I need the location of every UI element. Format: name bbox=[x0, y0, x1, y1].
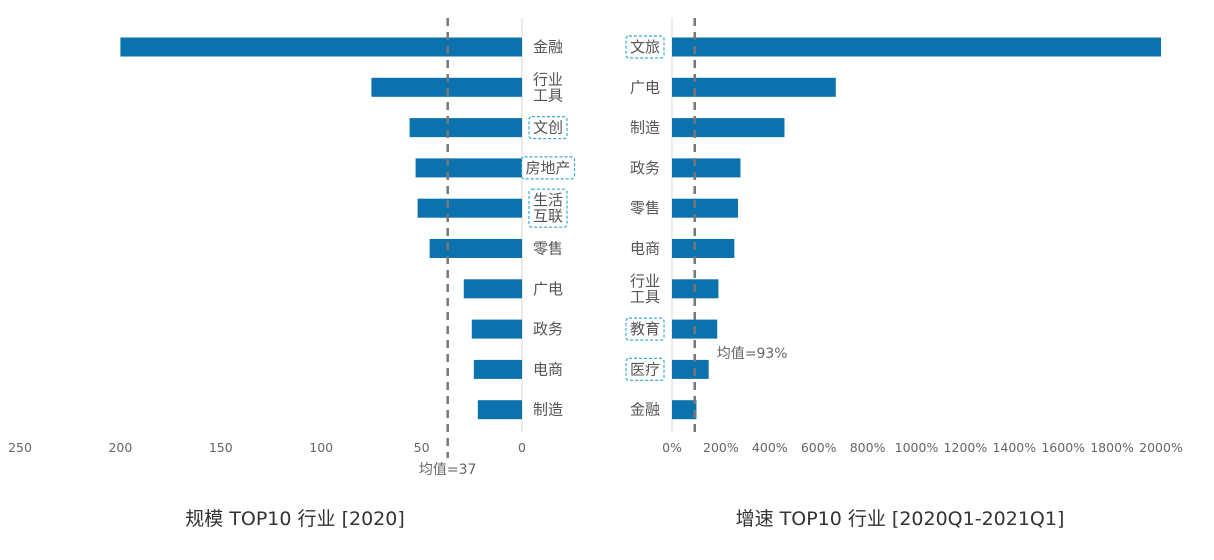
bar bbox=[429, 239, 522, 258]
left-chart-title: 规模 TOP10 行业 [2020] bbox=[185, 508, 405, 530]
category-label: 文旅 bbox=[630, 38, 660, 56]
category-label-line: 医疗 bbox=[630, 360, 660, 378]
bar bbox=[672, 400, 697, 420]
highlight-box bbox=[528, 188, 568, 228]
bar bbox=[672, 239, 735, 258]
highlight-box bbox=[520, 156, 576, 180]
x-tick-label: 0 bbox=[518, 440, 526, 455]
category-label-line: 广电 bbox=[533, 280, 563, 298]
x-tick-label: 200 bbox=[108, 440, 132, 455]
bar bbox=[417, 198, 522, 218]
category-label-line: 广电 bbox=[630, 78, 660, 96]
category-label: 文创 bbox=[533, 119, 563, 137]
category-label: 广电 bbox=[533, 280, 563, 298]
category-label-line: 行业 bbox=[533, 70, 563, 88]
right-chart-title: 增速 TOP10 行业 [2020Q1-2021Q1] bbox=[736, 508, 1065, 530]
bar bbox=[672, 359, 709, 379]
highlight-box bbox=[528, 115, 568, 140]
category-label: 电商 bbox=[533, 360, 563, 378]
category-label-line: 电商 bbox=[630, 240, 660, 258]
x-tick-label: 600% bbox=[801, 440, 837, 455]
category-label-line: 互联 bbox=[533, 207, 563, 225]
x-tick-label: 50 bbox=[414, 440, 430, 455]
x-tick-label: 2000% bbox=[1139, 440, 1183, 455]
bar bbox=[672, 118, 785, 138]
category-label-line: 政务 bbox=[533, 320, 563, 338]
category-label: 金融 bbox=[630, 401, 660, 419]
category-label-line: 金融 bbox=[630, 401, 660, 419]
category-label-line: 文创 bbox=[533, 119, 563, 137]
category-label-line: 工具 bbox=[630, 288, 660, 306]
x-tick-label: 800% bbox=[850, 440, 886, 455]
category-label-line: 金融 bbox=[533, 38, 563, 56]
category-label-line: 行业 bbox=[630, 272, 660, 290]
x-tick-label: 0% bbox=[662, 440, 682, 455]
category-label: 零售 bbox=[630, 199, 660, 217]
bar bbox=[477, 400, 522, 420]
x-tick-label: 1600% bbox=[1041, 440, 1085, 455]
highlight-box bbox=[625, 317, 665, 341]
category-label-line: 政务 bbox=[630, 159, 660, 177]
category-label: 房地产 bbox=[525, 159, 570, 177]
category-label-line: 制造 bbox=[630, 119, 660, 137]
bar bbox=[473, 359, 522, 379]
bar bbox=[672, 37, 1161, 57]
category-label: 医疗 bbox=[630, 360, 660, 378]
bar bbox=[672, 158, 741, 178]
x-tick-label: 400% bbox=[752, 440, 788, 455]
bar bbox=[672, 198, 739, 218]
x-tick-label: 1200% bbox=[944, 440, 988, 455]
x-tick-label: 1400% bbox=[992, 440, 1036, 455]
category-label: 零售 bbox=[533, 240, 563, 258]
category-label: 金融 bbox=[533, 38, 563, 56]
category-label: 广电 bbox=[630, 78, 660, 96]
x-tick-label: 200% bbox=[703, 440, 739, 455]
category-label: 教育 bbox=[630, 320, 660, 338]
bar bbox=[415, 158, 522, 178]
highlight-box bbox=[625, 357, 665, 381]
category-label-line: 电商 bbox=[533, 360, 563, 378]
mean-label: 均值=37 bbox=[419, 462, 477, 478]
category-label-line: 生活 bbox=[533, 191, 563, 209]
category-label-line: 零售 bbox=[630, 199, 660, 217]
x-tick-label: 1000% bbox=[895, 440, 939, 455]
category-label: 政务 bbox=[533, 320, 563, 338]
bar bbox=[471, 319, 522, 339]
bar bbox=[120, 37, 523, 57]
category-label: 制造 bbox=[630, 119, 660, 137]
category-label-line: 文旅 bbox=[630, 38, 660, 56]
category-label-line: 房地产 bbox=[525, 159, 570, 177]
category-label-line: 制造 bbox=[533, 401, 563, 419]
x-tick-label: 100 bbox=[309, 440, 333, 455]
category-label-line: 工具 bbox=[533, 86, 563, 104]
bar bbox=[371, 77, 522, 97]
category-label: 政务 bbox=[630, 159, 660, 177]
category-label-line: 教育 bbox=[630, 320, 660, 338]
category-label-line: 零售 bbox=[533, 240, 563, 258]
bar bbox=[672, 77, 836, 97]
mean-label: 均值=93% bbox=[717, 346, 788, 362]
x-tick-label: 150 bbox=[209, 440, 233, 455]
category-label: 电商 bbox=[630, 240, 660, 258]
highlight-box bbox=[625, 35, 665, 59]
x-tick-label: 250 bbox=[8, 440, 32, 455]
x-tick-label: 1800% bbox=[1090, 440, 1134, 455]
category-label: 制造 bbox=[533, 401, 563, 419]
bar bbox=[463, 279, 522, 299]
bar bbox=[409, 118, 522, 138]
